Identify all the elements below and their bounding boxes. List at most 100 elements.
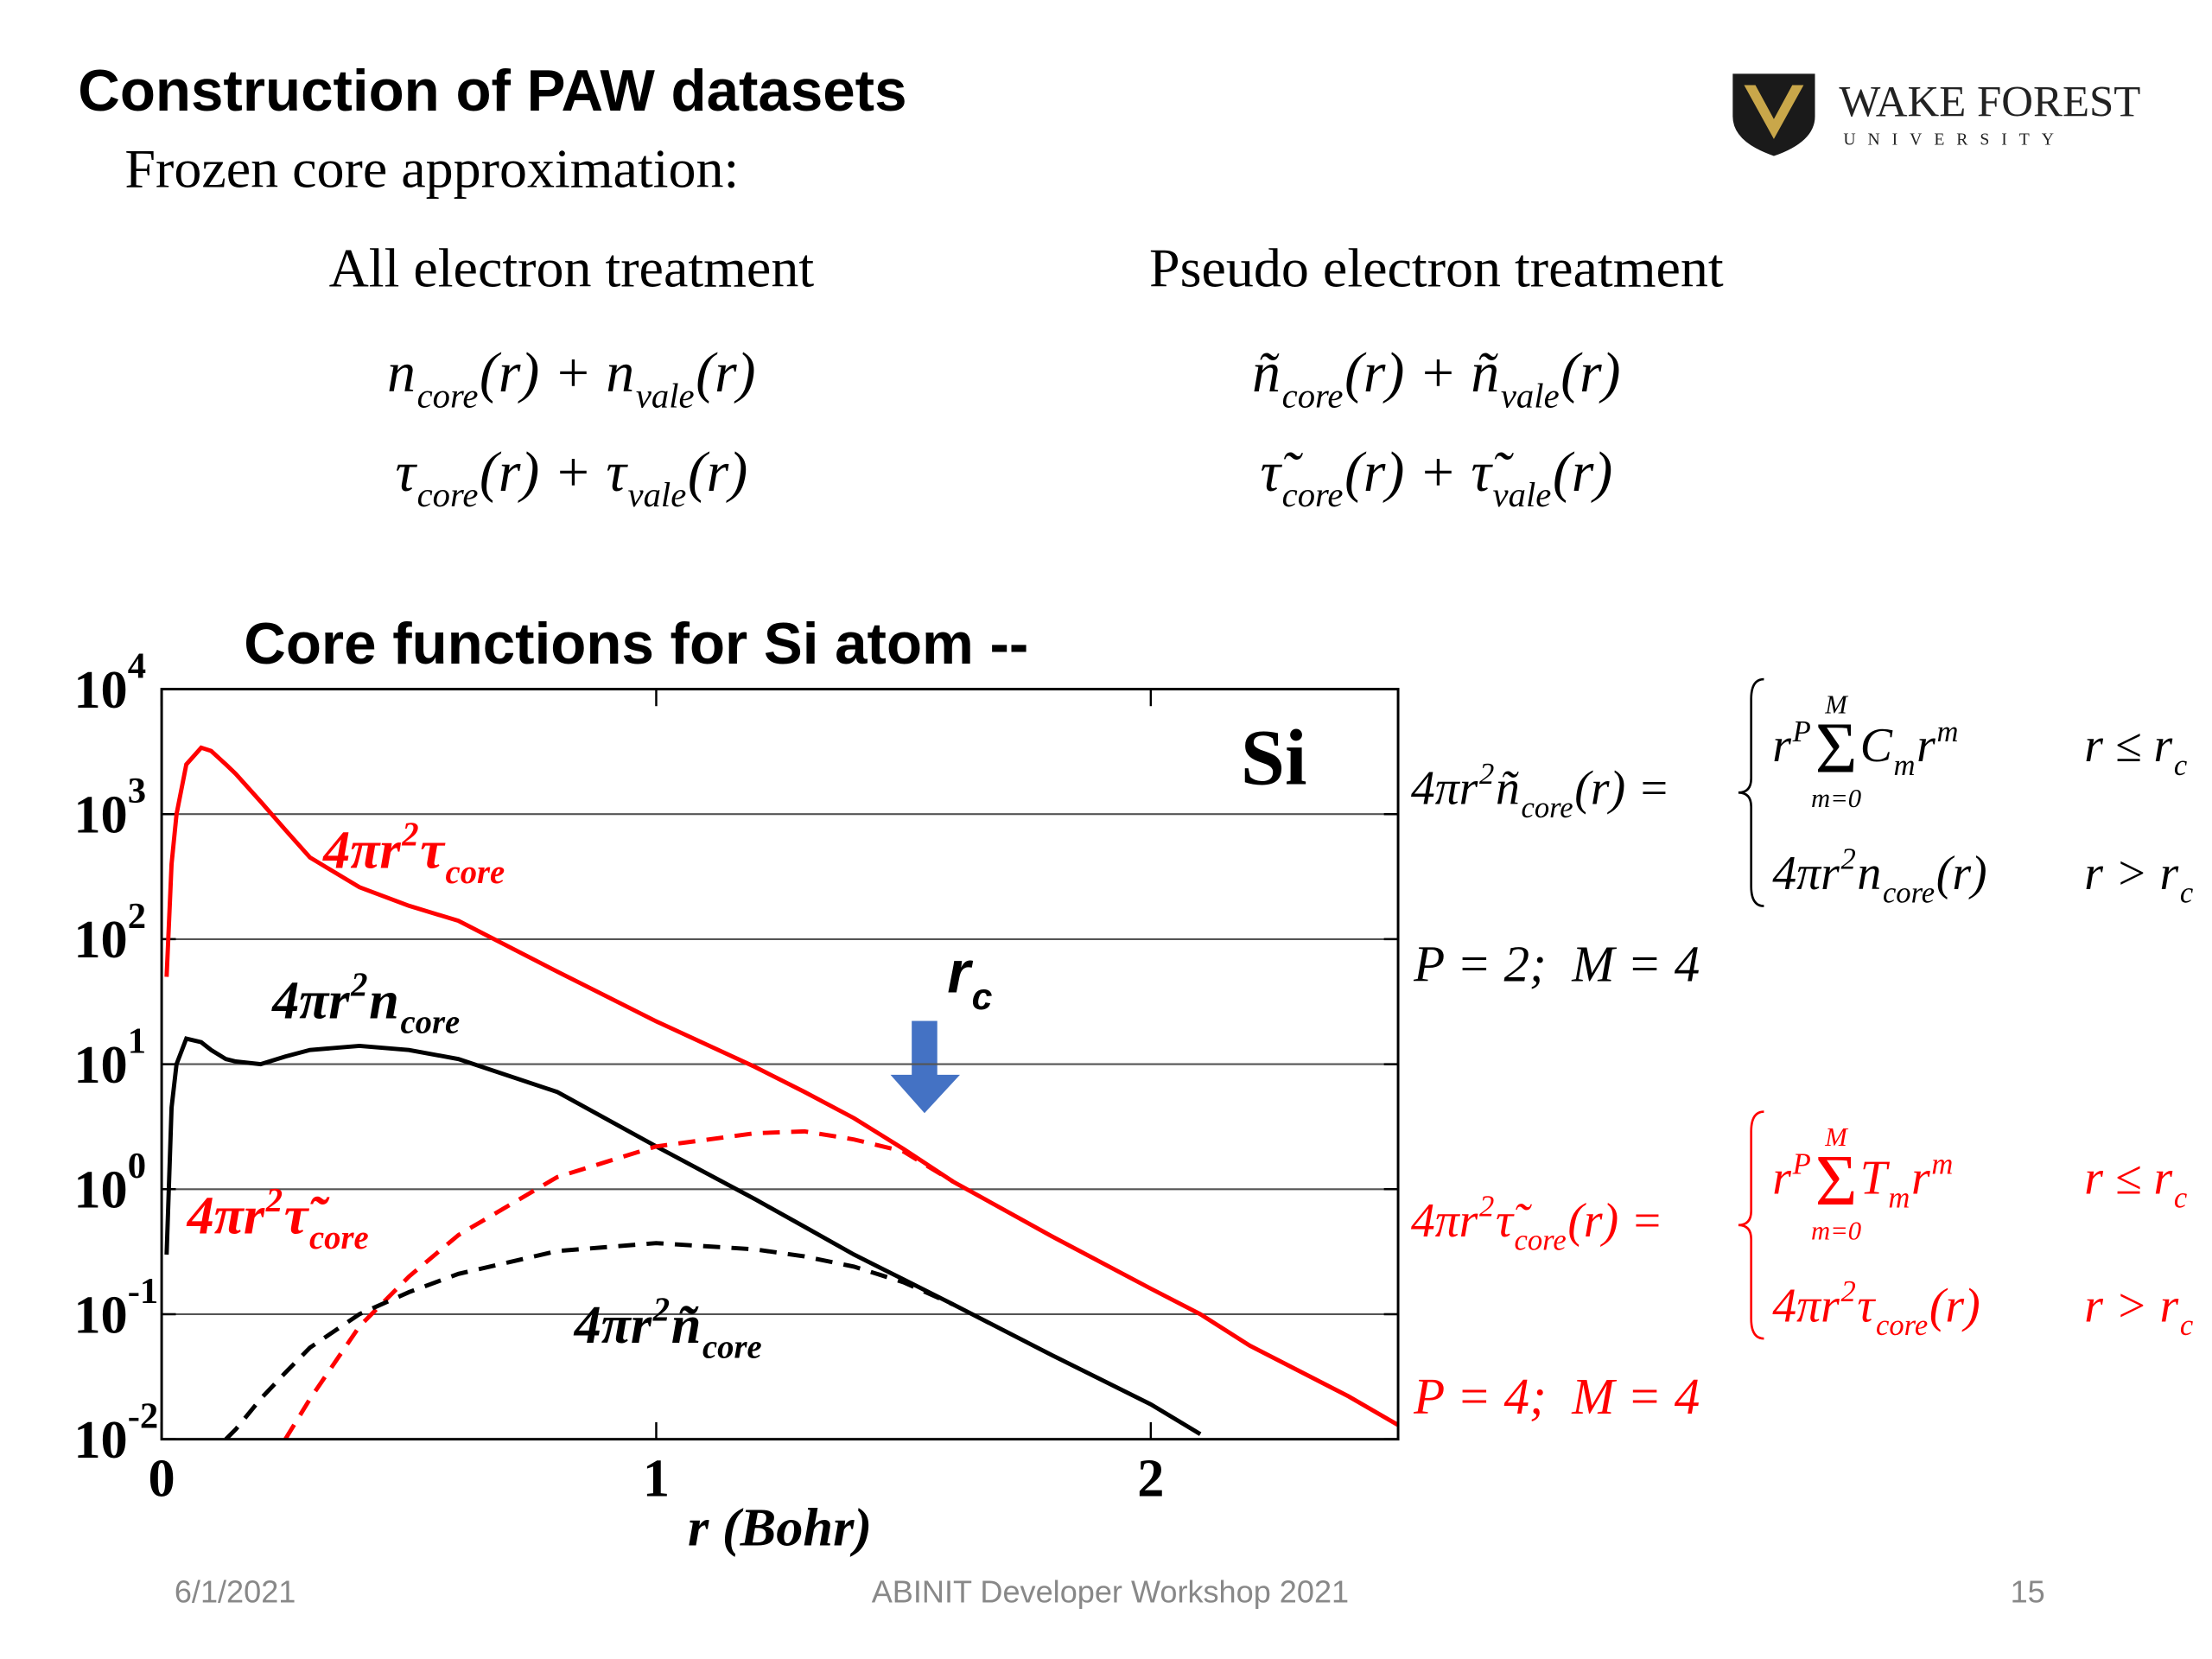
formula-text: r bbox=[1911, 1152, 1930, 1205]
subscript: m bbox=[1888, 1181, 1910, 1214]
formula-text: 4πr bbox=[1411, 761, 1478, 815]
superscript: 2 bbox=[1840, 842, 1855, 875]
subscript: core bbox=[446, 855, 505, 891]
formula-text: ñ bbox=[1496, 761, 1520, 815]
x-tick-label: 0 bbox=[148, 1448, 175, 1508]
formula-text: τ bbox=[395, 442, 417, 504]
parameters: P = 2; M = 4 bbox=[1413, 936, 1700, 993]
formula-text: (r) = bbox=[1567, 1194, 1662, 1248]
formula-text: (r) + τ bbox=[480, 442, 628, 504]
y-tick-exponent: 3 bbox=[128, 771, 146, 811]
superscript: 2 bbox=[1840, 1275, 1855, 1308]
formula-text: (r) bbox=[1560, 342, 1620, 404]
subscript: core bbox=[1282, 475, 1344, 514]
sum-lower: m=0 bbox=[1811, 1217, 1861, 1246]
y-tick-exponent: 0 bbox=[128, 1146, 146, 1186]
formula-text: 4πr bbox=[322, 820, 401, 880]
formula-text: (r) bbox=[1929, 1279, 1980, 1332]
y-tick-exponent: 4 bbox=[128, 645, 146, 686]
formula-text: n bbox=[369, 970, 399, 1030]
formula-text: 4πr bbox=[1411, 1194, 1478, 1248]
curve-label: 4πr 2 τ core bbox=[322, 817, 505, 891]
formula-text: 4πr bbox=[1772, 847, 1840, 900]
formula-text: n bbox=[1857, 847, 1881, 900]
slide-title: Construction of PAW datasets bbox=[78, 59, 906, 124]
subscript: c bbox=[2174, 1181, 2187, 1214]
superscript: 2 bbox=[1479, 758, 1494, 791]
footer-event: ABINIT Developer Workshop 2021 bbox=[872, 1573, 1349, 1609]
logo: WAKE FOREST UNIVERSITY bbox=[1732, 73, 2140, 156]
brace bbox=[1738, 677, 1764, 907]
x-tick-label: 2 bbox=[1137, 1448, 1164, 1508]
subscript: vale bbox=[1501, 376, 1560, 415]
definition-lhs: 4πr 2 ñ core (r) = bbox=[1411, 758, 1670, 824]
formula-text: ñ bbox=[1252, 342, 1281, 404]
y-tick-label: 10 bbox=[73, 1285, 127, 1344]
logo-name: WAKE FOREST bbox=[1839, 79, 2140, 127]
footer-page: 15 bbox=[2011, 1573, 2045, 1609]
x-tick-label: 1 bbox=[643, 1448, 670, 1508]
formula-text: (r) + ñ bbox=[1344, 342, 1499, 404]
subscript: core bbox=[417, 376, 479, 415]
superscript: 2 bbox=[1479, 1191, 1494, 1224]
sum-sign: Σ bbox=[1815, 1141, 1858, 1221]
curve-label: 4πr 2 τ̃ core bbox=[187, 1183, 369, 1257]
formula-text: r bbox=[1772, 1152, 1791, 1205]
sum-upper: M bbox=[1824, 1122, 1848, 1152]
formula-text: 4πr bbox=[1772, 1279, 1840, 1332]
sum-upper: M bbox=[1824, 690, 1848, 719]
sum-sign: Σ bbox=[1815, 709, 1858, 789]
superscript: 2 bbox=[350, 967, 367, 1003]
y-tick-label: 10 bbox=[73, 660, 127, 720]
formula-text: r bbox=[1772, 719, 1791, 772]
series-line bbox=[224, 1241, 954, 1440]
formula-text: C bbox=[1860, 719, 1893, 772]
subscript: vale bbox=[1493, 475, 1552, 514]
parameters: P = 4; M = 4 bbox=[1413, 1368, 1700, 1425]
curve-label: 4πr 2 ñ core bbox=[574, 1292, 762, 1366]
equation: n core (r) + n vale (r) bbox=[387, 342, 755, 415]
subscript: core bbox=[1521, 791, 1573, 824]
formula-text: n bbox=[387, 342, 416, 404]
case-expression: r P ΣMm=0C m r m bbox=[1772, 690, 1958, 813]
formula-text: (r) + τ̃ bbox=[1344, 442, 1514, 504]
superscript: m bbox=[1931, 1147, 1953, 1180]
formula-text: r ≤ r bbox=[2084, 719, 2172, 772]
y-tick-label: 10 bbox=[73, 910, 127, 969]
formula-text: ñ bbox=[671, 1295, 702, 1355]
formula-text: (r) bbox=[1936, 847, 1987, 900]
y-tick-label: 10 bbox=[73, 1160, 127, 1220]
subscript: core bbox=[400, 1005, 460, 1041]
case-expression: r P ΣMm=0T m r m bbox=[1772, 1122, 1953, 1246]
y-tick-exponent: 2 bbox=[128, 896, 146, 937]
y-tick-exponent: -2 bbox=[128, 1396, 159, 1437]
curve-label: 4πr 2 n core bbox=[271, 967, 460, 1041]
brace bbox=[1738, 1110, 1764, 1340]
superscript: 2 bbox=[652, 1292, 670, 1328]
subscript: c bbox=[2180, 877, 2193, 910]
treatment-heading: Pseudo electron treatment bbox=[1149, 237, 1724, 298]
plot-frame bbox=[160, 688, 1400, 1441]
chart-title: Core functions for Si atom -- bbox=[244, 612, 1028, 677]
case-expression: 4πr 2 τ core (r) bbox=[1772, 1275, 1980, 1342]
formula-text: τ bbox=[420, 820, 446, 880]
logo-emblem bbox=[1744, 85, 1804, 139]
subtitle: Frozen core approximation: bbox=[124, 138, 739, 200]
superscript: P bbox=[1792, 715, 1811, 748]
series-line bbox=[164, 745, 1399, 1427]
formula-text: 4πr bbox=[271, 970, 350, 1030]
formula-text: r bbox=[1916, 719, 1936, 772]
y-tick-label: 10 bbox=[73, 1035, 127, 1095]
y-tick-exponent: -1 bbox=[128, 1271, 159, 1312]
subscript: core bbox=[1282, 376, 1344, 415]
series-line bbox=[283, 1128, 955, 1440]
subscript: core bbox=[417, 475, 479, 514]
formula-text: T bbox=[1860, 1152, 1891, 1205]
subscript: vale bbox=[628, 475, 687, 514]
formula-text: (r) bbox=[696, 342, 755, 404]
